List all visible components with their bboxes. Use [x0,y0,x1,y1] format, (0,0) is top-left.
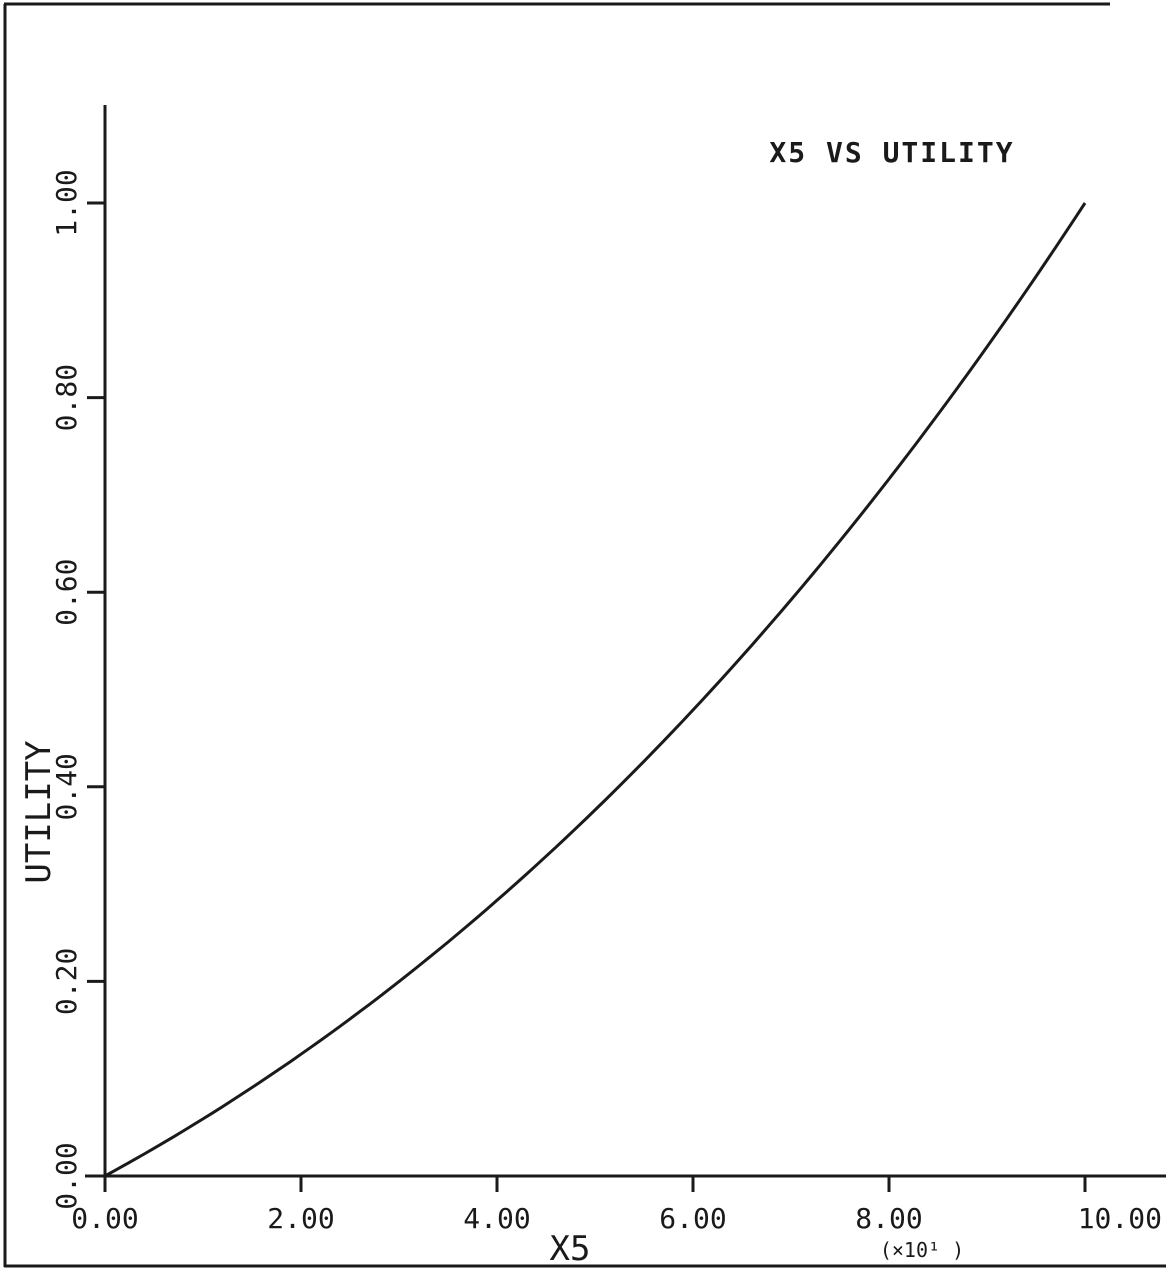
series-line [104,202,1087,1178]
tick-labels: 0.00 2.00 4.00 6.00 8.00 10.00 0.00 0.20 0.40 0.6… [50,169,1162,1235]
x-axis-label: X5 [550,1229,591,1269]
x-tick-label: 0.00 [71,1202,138,1235]
x-tick-label: 8.00 [855,1202,922,1235]
tick-marks [87,201,1087,1192]
y-tick-label: 0.60 [50,558,83,625]
chart-title: X5 VS UTILITY [769,136,1014,169]
y-tick-label: 0.80 [50,364,83,431]
y-tick-label: 0.00 [50,1142,83,1209]
x-tick-label: 4.00 [463,1202,530,1235]
x-axis-multiplier: (×10¹ ) [880,1238,964,1262]
x-tick-label: 10.00 [1078,1202,1162,1235]
y-tick-label: 1.00 [50,169,83,236]
y-tick-label: 0.40 [50,753,83,820]
y-tick-label: 0.20 [50,948,83,1015]
x-tick-label: 2.00 [267,1202,334,1235]
y-axis-label: UTILITY [19,740,59,883]
x-tick-label: 6.00 [659,1202,726,1235]
